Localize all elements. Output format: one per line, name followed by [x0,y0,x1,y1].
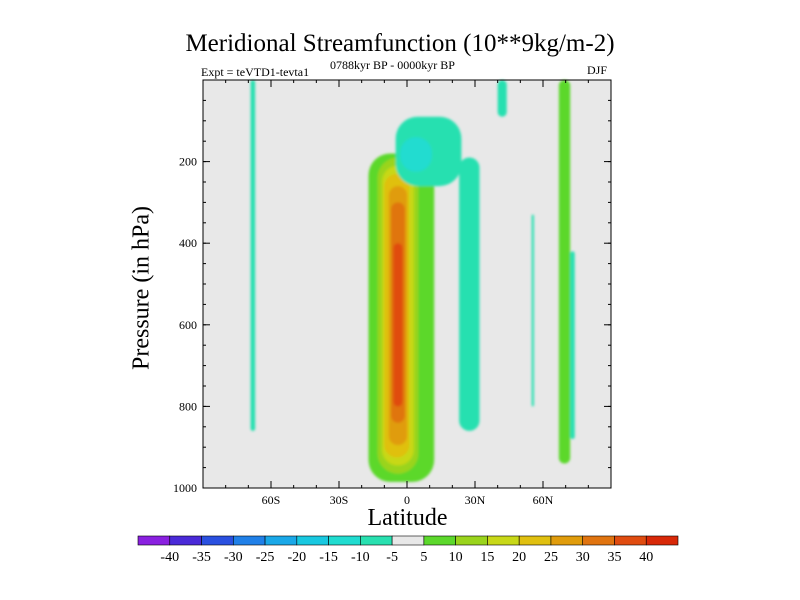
colorbar-swatch [360,535,393,546]
y-tick-label: 1000 [173,481,197,495]
colorbar-swatch [391,535,425,546]
x-tick-label: 30S [330,493,349,507]
nh-70n-negative [570,251,575,440]
colorbar-label: -15 [319,550,338,565]
colorbar-label: -25 [256,550,275,565]
colorbar-label: 10 [449,550,463,565]
nh-65n-positive [558,80,571,464]
nh-55n-negative [531,214,534,407]
colorbar-label: 30 [576,550,590,565]
colorbar-swatch [264,535,298,546]
colorbar-label: -40 [160,550,179,565]
x-tick-label: 30N [465,493,486,507]
nh-40n-negative [497,80,507,117]
colorbar-swatch [169,535,202,546]
colorbar-label: 40 [639,550,653,565]
colorbar-swatch [614,535,647,546]
colorbar-label: -35 [192,550,211,565]
colorbar-swatch [423,535,456,546]
experiment-label: Expt = teVTD1-tevta1 [201,65,310,79]
nh-30n-negative [459,157,480,431]
y-tick-label: 400 [179,236,197,250]
colorbar-swatch [296,535,329,546]
colorbar-swatch [518,535,552,546]
colorbar-label: 15 [480,550,494,565]
colorbar-label: 20 [512,550,526,565]
sh-high-lat-negative [250,80,256,431]
colorbar-swatch [328,535,361,546]
colorbar-swatch [137,535,171,546]
x-axis-label: Latitude [367,505,448,531]
colorbar-swatch [487,535,520,546]
positive-core [393,243,403,407]
y-tick-label: 800 [179,399,197,413]
colorbar-label: -20 [287,550,306,565]
colorbar-label: -10 [351,550,370,565]
colorbar-swatch [582,535,615,546]
colorbar-label: 35 [607,550,621,565]
y-tick-label: 600 [179,318,197,332]
upper-negative-core [400,137,432,172]
colorbar-swatch [201,535,234,546]
chart-title: Meridional Streamfunction (10**9kg/m-2) [185,30,615,57]
season-label: DJF [587,63,608,77]
colorbar-swatch [645,535,679,546]
period-label: 0788kyr BP - 0000kyr BP [330,58,455,72]
x-tick-label: 60S [262,493,281,507]
colorbar-label: 25 [544,550,558,565]
colorbar-label: -5 [386,550,398,565]
x-tick-label: 60N [533,493,554,507]
x-tick-label: 0 [404,493,410,507]
colorbar-swatch [550,535,584,546]
colorbar-label: -30 [224,550,243,565]
colorbar-swatch [455,535,488,546]
colorbar-swatch [232,535,266,546]
colorbar-label: 5 [420,550,427,565]
y-tick-label: 200 [179,155,197,169]
